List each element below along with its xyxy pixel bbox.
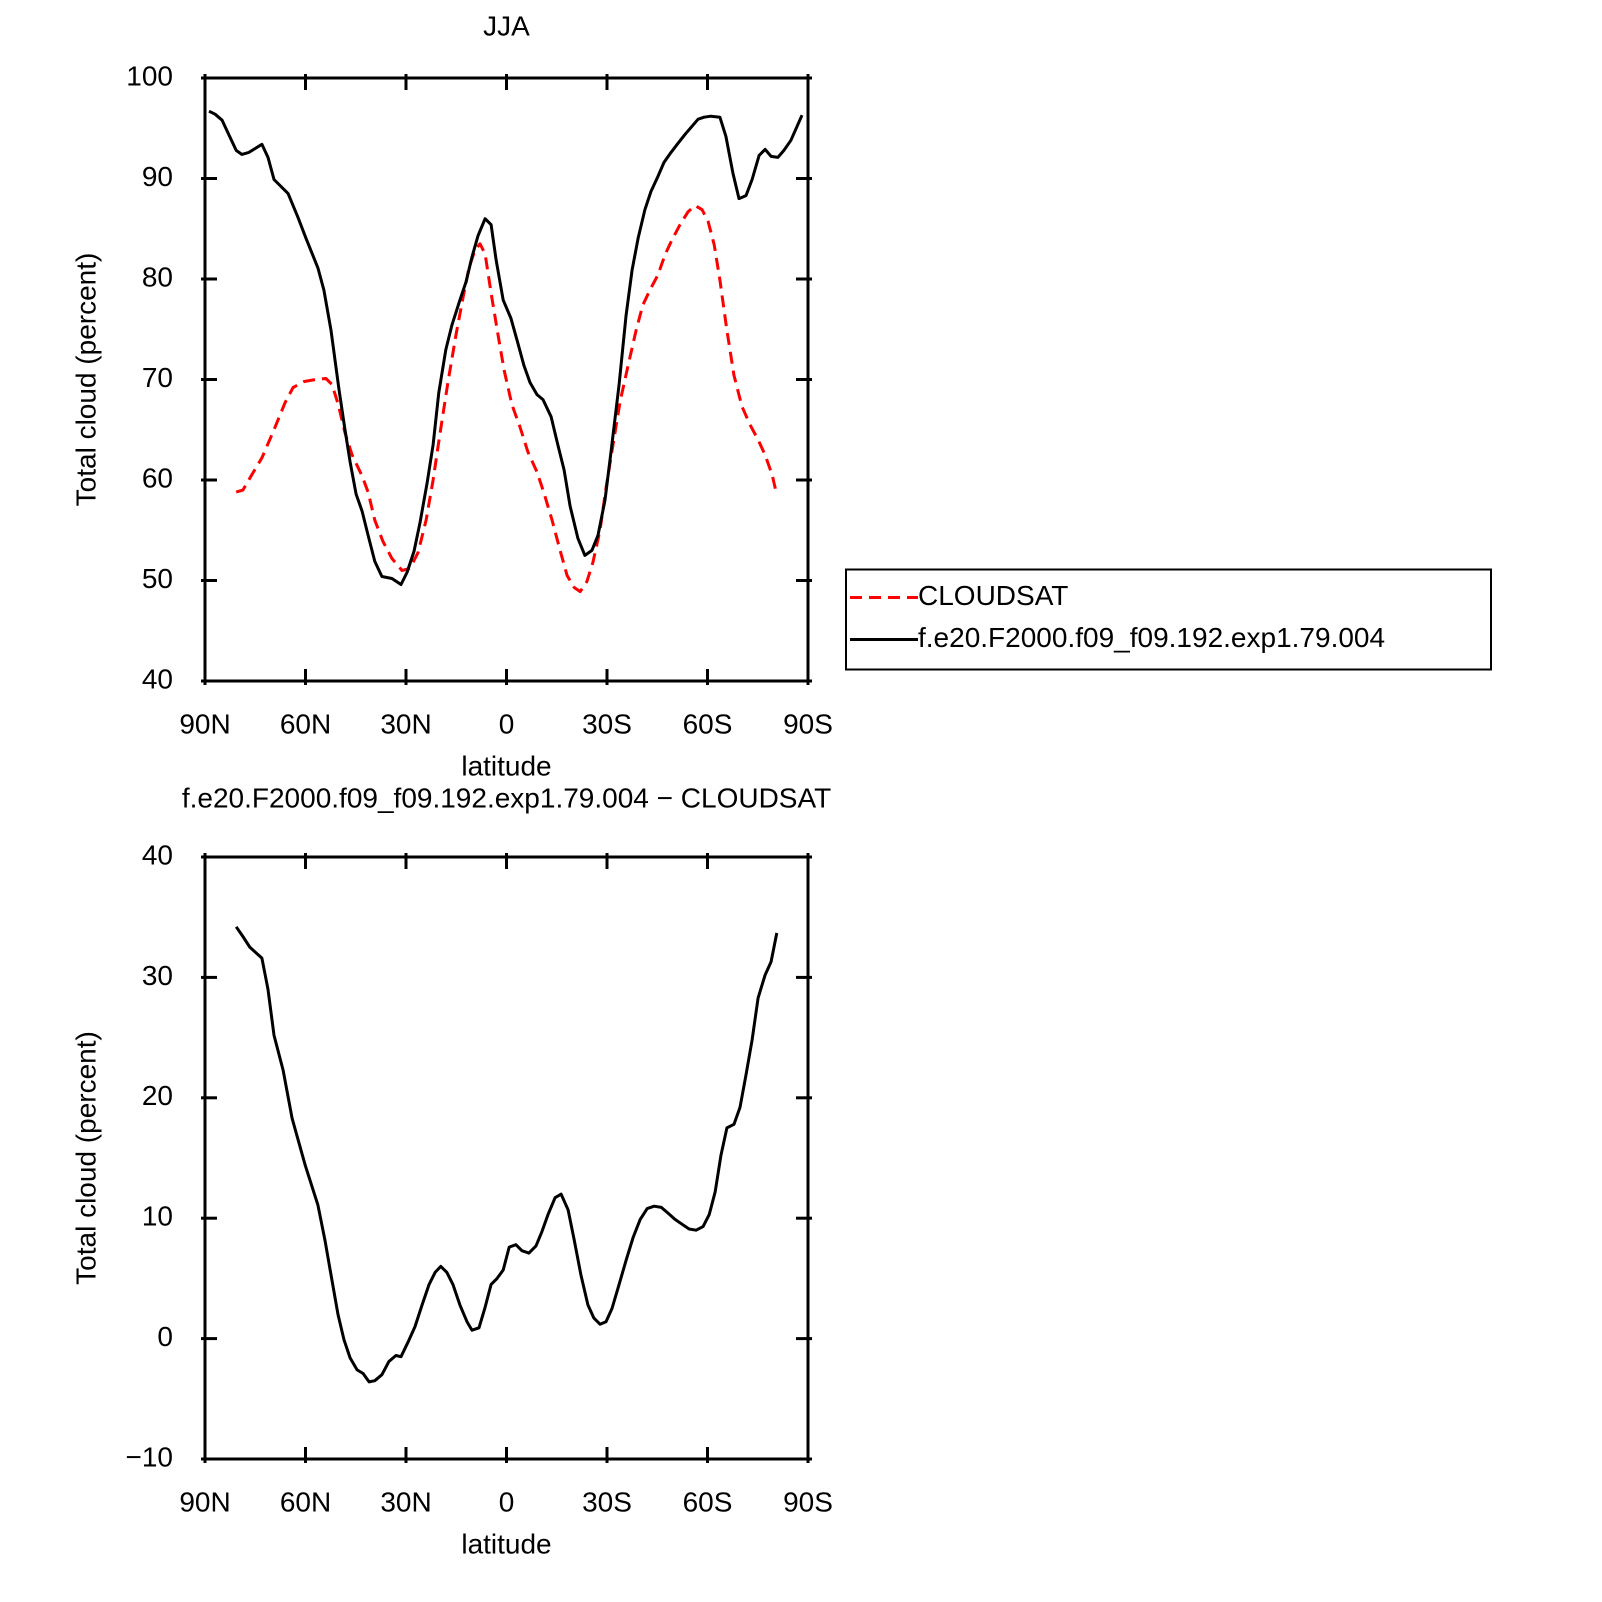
y-tick-label: 70	[142, 362, 173, 393]
x-tick-label: 0	[499, 1486, 515, 1517]
x-tick-label: 60N	[280, 708, 331, 739]
y-tick-label: 100	[126, 60, 173, 91]
legend-label: CLOUDSAT	[918, 580, 1068, 611]
x-tick-label: 90N	[179, 1486, 230, 1517]
legend-box	[845, 568, 1492, 671]
x-tick-label: 60S	[683, 708, 733, 739]
y-tick-label: 30	[142, 960, 173, 991]
plot-frame	[203, 855, 810, 1461]
y-axis-label: Total cloud (percent)	[70, 1031, 101, 1285]
y-tick-label: 20	[142, 1080, 173, 1111]
legend-label: f.e20.F2000.f09_f09.192.exp1.79.004	[918, 622, 1385, 653]
x-axis-label: latitude	[461, 1528, 551, 1559]
chart-title: f.e20.F2000.f09_f09.192.exp1.79.004 − CL…	[182, 782, 831, 813]
y-tick-label: −10	[126, 1441, 174, 1472]
y-tick-label: 60	[142, 462, 173, 493]
data-line	[208, 109, 804, 586]
x-tick-label: 30S	[582, 1486, 632, 1517]
x-tick-label: 30S	[582, 708, 632, 739]
x-tick-label: 60N	[280, 1486, 331, 1517]
y-tick-label: 90	[142, 161, 173, 192]
x-tick-label: 60S	[683, 1486, 733, 1517]
x-tick-label: 90N	[179, 708, 230, 739]
plot-frame	[203, 76, 810, 683]
y-tick-label: 10	[142, 1201, 173, 1232]
chart-title: JJA	[483, 10, 530, 41]
x-tick-label: 0	[499, 708, 515, 739]
x-tick-label: 90S	[783, 1486, 833, 1517]
y-axis-label: Total cloud (percent)	[70, 253, 101, 507]
y-tick-label: 0	[157, 1321, 173, 1352]
x-tick-label: 30N	[380, 1486, 431, 1517]
y-tick-label: 40	[142, 663, 173, 694]
x-axis-label: latitude	[461, 750, 551, 781]
data-line	[234, 925, 779, 1384]
x-tick-label: 30N	[380, 708, 431, 739]
y-tick-label: 40	[142, 839, 173, 870]
y-tick-label: 80	[142, 261, 173, 292]
legend: CLOUDSAT f.e20.F2000.f09_f09.192.exp1.79.…	[845, 568, 1492, 671]
y-tick-label: 50	[142, 563, 173, 594]
x-tick-label: 90S	[783, 708, 833, 739]
